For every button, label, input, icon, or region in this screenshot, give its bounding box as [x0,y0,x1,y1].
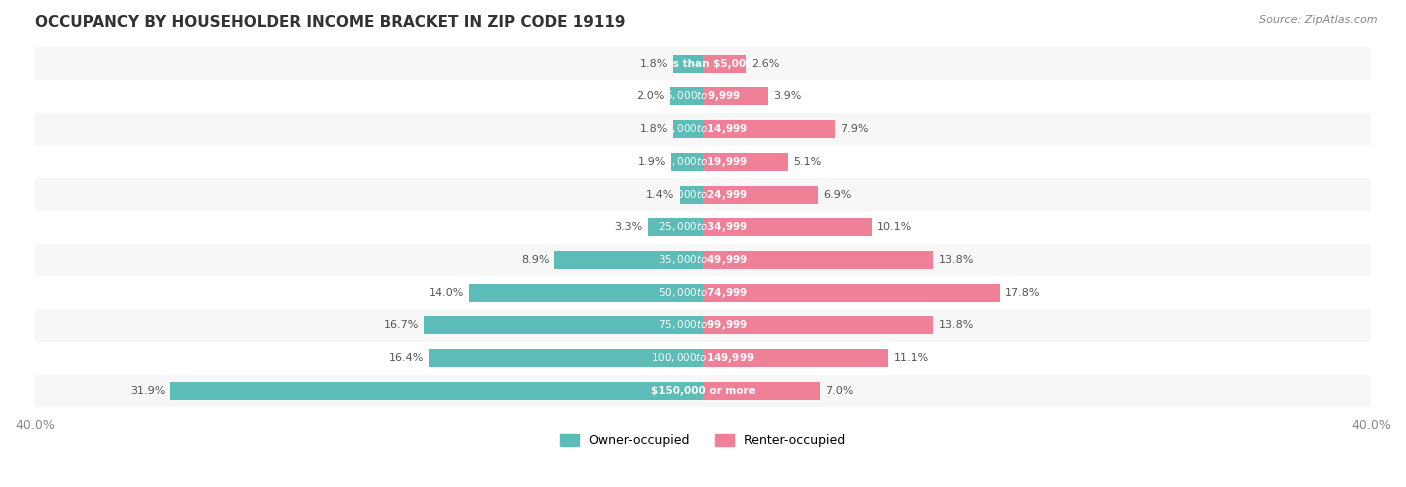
Text: $75,000 to $99,999: $75,000 to $99,999 [658,318,748,333]
Bar [35,342,1371,375]
Text: $35,000 to $49,999: $35,000 to $49,999 [658,253,748,267]
Text: 13.8%: 13.8% [938,255,974,265]
Bar [673,120,703,138]
Bar [703,186,818,204]
Bar [673,55,703,73]
Text: 16.4%: 16.4% [388,353,425,363]
Text: $50,000 to $74,999: $50,000 to $74,999 [658,286,748,300]
Text: 3.9%: 3.9% [773,92,801,101]
Text: 6.9%: 6.9% [824,189,852,200]
Text: 3.3%: 3.3% [614,223,643,232]
Bar [35,80,1371,113]
Bar [703,55,747,73]
Bar [679,186,703,204]
Bar [671,153,703,171]
Text: $15,000 to $19,999: $15,000 to $19,999 [658,155,748,169]
Bar [703,218,872,236]
Text: 31.9%: 31.9% [129,386,166,396]
Text: 2.6%: 2.6% [751,59,780,69]
Bar [35,309,1371,342]
Legend: Owner-occupied, Renter-occupied: Owner-occupied, Renter-occupied [555,429,851,452]
Text: OCCUPANCY BY HOUSEHOLDER INCOME BRACKET IN ZIP CODE 19119: OCCUPANCY BY HOUSEHOLDER INCOME BRACKET … [35,15,626,30]
Bar [703,153,789,171]
Bar [35,178,1371,211]
Text: 1.4%: 1.4% [647,189,675,200]
Bar [703,382,820,400]
Bar [703,284,1000,302]
Text: 17.8%: 17.8% [1005,288,1040,298]
Bar [703,120,835,138]
Text: 11.1%: 11.1% [893,353,928,363]
Bar [35,146,1371,178]
Bar [669,88,703,106]
Text: $25,000 to $34,999: $25,000 to $34,999 [658,220,748,234]
Text: Less than $5,000: Less than $5,000 [652,59,754,69]
Text: 5.1%: 5.1% [793,157,821,167]
Bar [35,211,1371,244]
Bar [429,349,703,367]
Bar [35,113,1371,146]
Text: Source: ZipAtlas.com: Source: ZipAtlas.com [1260,15,1378,25]
Text: 8.9%: 8.9% [520,255,550,265]
Text: $20,000 to $24,999: $20,000 to $24,999 [658,187,748,202]
Bar [425,317,703,335]
Text: 1.8%: 1.8% [640,59,668,69]
Text: $150,000 or more: $150,000 or more [651,386,755,396]
Bar [35,277,1371,309]
Text: 14.0%: 14.0% [429,288,464,298]
Bar [35,375,1371,407]
Bar [703,88,768,106]
Bar [648,218,703,236]
Bar [703,251,934,269]
Text: 1.9%: 1.9% [638,157,666,167]
Bar [703,317,934,335]
Text: 13.8%: 13.8% [938,320,974,331]
Text: 1.8%: 1.8% [640,124,668,134]
Text: 10.1%: 10.1% [877,223,912,232]
Bar [35,244,1371,277]
Bar [554,251,703,269]
Text: 7.9%: 7.9% [839,124,869,134]
Bar [35,47,1371,80]
Bar [170,382,703,400]
Bar [703,349,889,367]
Text: 2.0%: 2.0% [636,92,665,101]
Text: 16.7%: 16.7% [384,320,419,331]
Text: $5,000 to $9,999: $5,000 to $9,999 [665,90,741,104]
Text: $100,000 to $149,999: $100,000 to $149,999 [651,351,755,365]
Text: 7.0%: 7.0% [825,386,853,396]
Bar [470,284,703,302]
Text: $10,000 to $14,999: $10,000 to $14,999 [658,122,748,136]
